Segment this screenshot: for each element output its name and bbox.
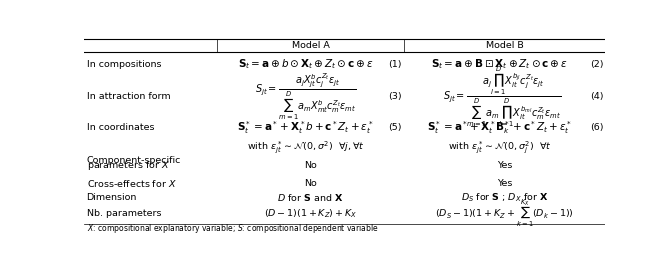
- Text: $(D_S - 1)(1 + K_Z + \sum_{k=1}^{K_X}(D_k - 1))$: $(D_S - 1)(1 + K_Z + \sum_{k=1}^{K_X}(D_…: [435, 198, 574, 229]
- Text: $S_{jt} = \dfrac{a_j \prod_{l=1}^{D} X_{lt}^{b_{jl}} c_j^{Z_t} \epsilon_{jt}}{\s: $S_{jt} = \dfrac{a_j \prod_{l=1}^{D} X_{…: [443, 64, 561, 129]
- Text: Cross-effects for $X$: Cross-effects for $X$: [87, 178, 176, 189]
- Text: Yes: Yes: [497, 179, 512, 188]
- Text: (6): (6): [590, 123, 603, 132]
- Text: $X$: compositional explanatory variable; $S$: compositional dependent variable: $X$: compositional explanatory variable;…: [87, 222, 378, 235]
- Text: Dimension: Dimension: [87, 193, 137, 203]
- Text: $\mathbf{S}_t^* = \mathbf{a}^* + \mathbf{X}_t^* \mathbf{B}_k^* + \mathbf{c}^* Z_: $\mathbf{S}_t^* = \mathbf{a}^* + \mathbf…: [427, 119, 572, 136]
- Text: (2): (2): [590, 60, 603, 69]
- Text: No: No: [304, 161, 317, 170]
- Text: Yes: Yes: [497, 161, 512, 170]
- Text: (1): (1): [388, 60, 402, 69]
- Text: $\mathbf{S}_t^* = \mathbf{a}^* + \mathbf{X}_t^* b + \mathbf{c}^* Z_t + \epsilon_: $\mathbf{S}_t^* = \mathbf{a}^* + \mathbf…: [237, 119, 374, 136]
- Text: $S_{jt} = \dfrac{a_j X_{jt}^b c_j^{Z_t} \epsilon_{jt}}{\sum_{m=1}^{D} a_m X_{mt}: $S_{jt} = \dfrac{a_j X_{jt}^b c_j^{Z_t} …: [255, 71, 356, 122]
- Text: $\mathrm{with}\ \epsilon_{jt}^* \sim \mathcal{N}(0, \sigma^2)\ \ \forall j, \for: $\mathrm{with}\ \epsilon_{jt}^* \sim \ma…: [247, 139, 364, 155]
- Text: parameters for $X$: parameters for $X$: [87, 159, 169, 172]
- Text: Component-specific: Component-specific: [87, 156, 181, 165]
- Text: In attraction form: In attraction form: [87, 92, 170, 101]
- Text: $D$ for $\mathbf{S}$ and $\mathbf{X}$: $D$ for $\mathbf{S}$ and $\mathbf{X}$: [278, 192, 343, 204]
- Text: No: No: [304, 179, 317, 188]
- Text: $\mathbf{S}_t = \mathbf{a} \oplus b \odot \mathbf{X}_t \oplus Z_t \odot \mathbf{: $\mathbf{S}_t = \mathbf{a} \oplus b \odo…: [237, 57, 373, 71]
- Text: $(D-1)(1 + K_Z) + K_X$: $(D-1)(1 + K_Z) + K_X$: [264, 207, 357, 220]
- Text: Nb. parameters: Nb. parameters: [87, 209, 161, 218]
- Text: Model B: Model B: [486, 41, 523, 50]
- Text: (5): (5): [388, 123, 402, 132]
- Text: In compositions: In compositions: [87, 60, 161, 69]
- Text: $\mathbf{S}_t = \mathbf{a} \oplus \mathbf{B} \boxdot \mathbf{X}_t \oplus Z_t \od: $\mathbf{S}_t = \mathbf{a} \oplus \mathb…: [431, 57, 568, 71]
- Text: Model A: Model A: [292, 41, 329, 50]
- Text: $\mathrm{with}\ \epsilon_{jt}^* \sim \mathcal{N}(0, \sigma_j^2)\ \ \forall t$: $\mathrm{with}\ \epsilon_{jt}^* \sim \ma…: [448, 139, 551, 155]
- Text: $D_S$ for $\mathbf{S}$ ; $D_X$ for $\mathbf{X}$: $D_S$ for $\mathbf{S}$ ; $D_X$ for $\mat…: [461, 192, 548, 204]
- Text: (3): (3): [388, 92, 402, 101]
- Text: In coordinates: In coordinates: [87, 123, 154, 132]
- Text: (4): (4): [590, 92, 603, 101]
